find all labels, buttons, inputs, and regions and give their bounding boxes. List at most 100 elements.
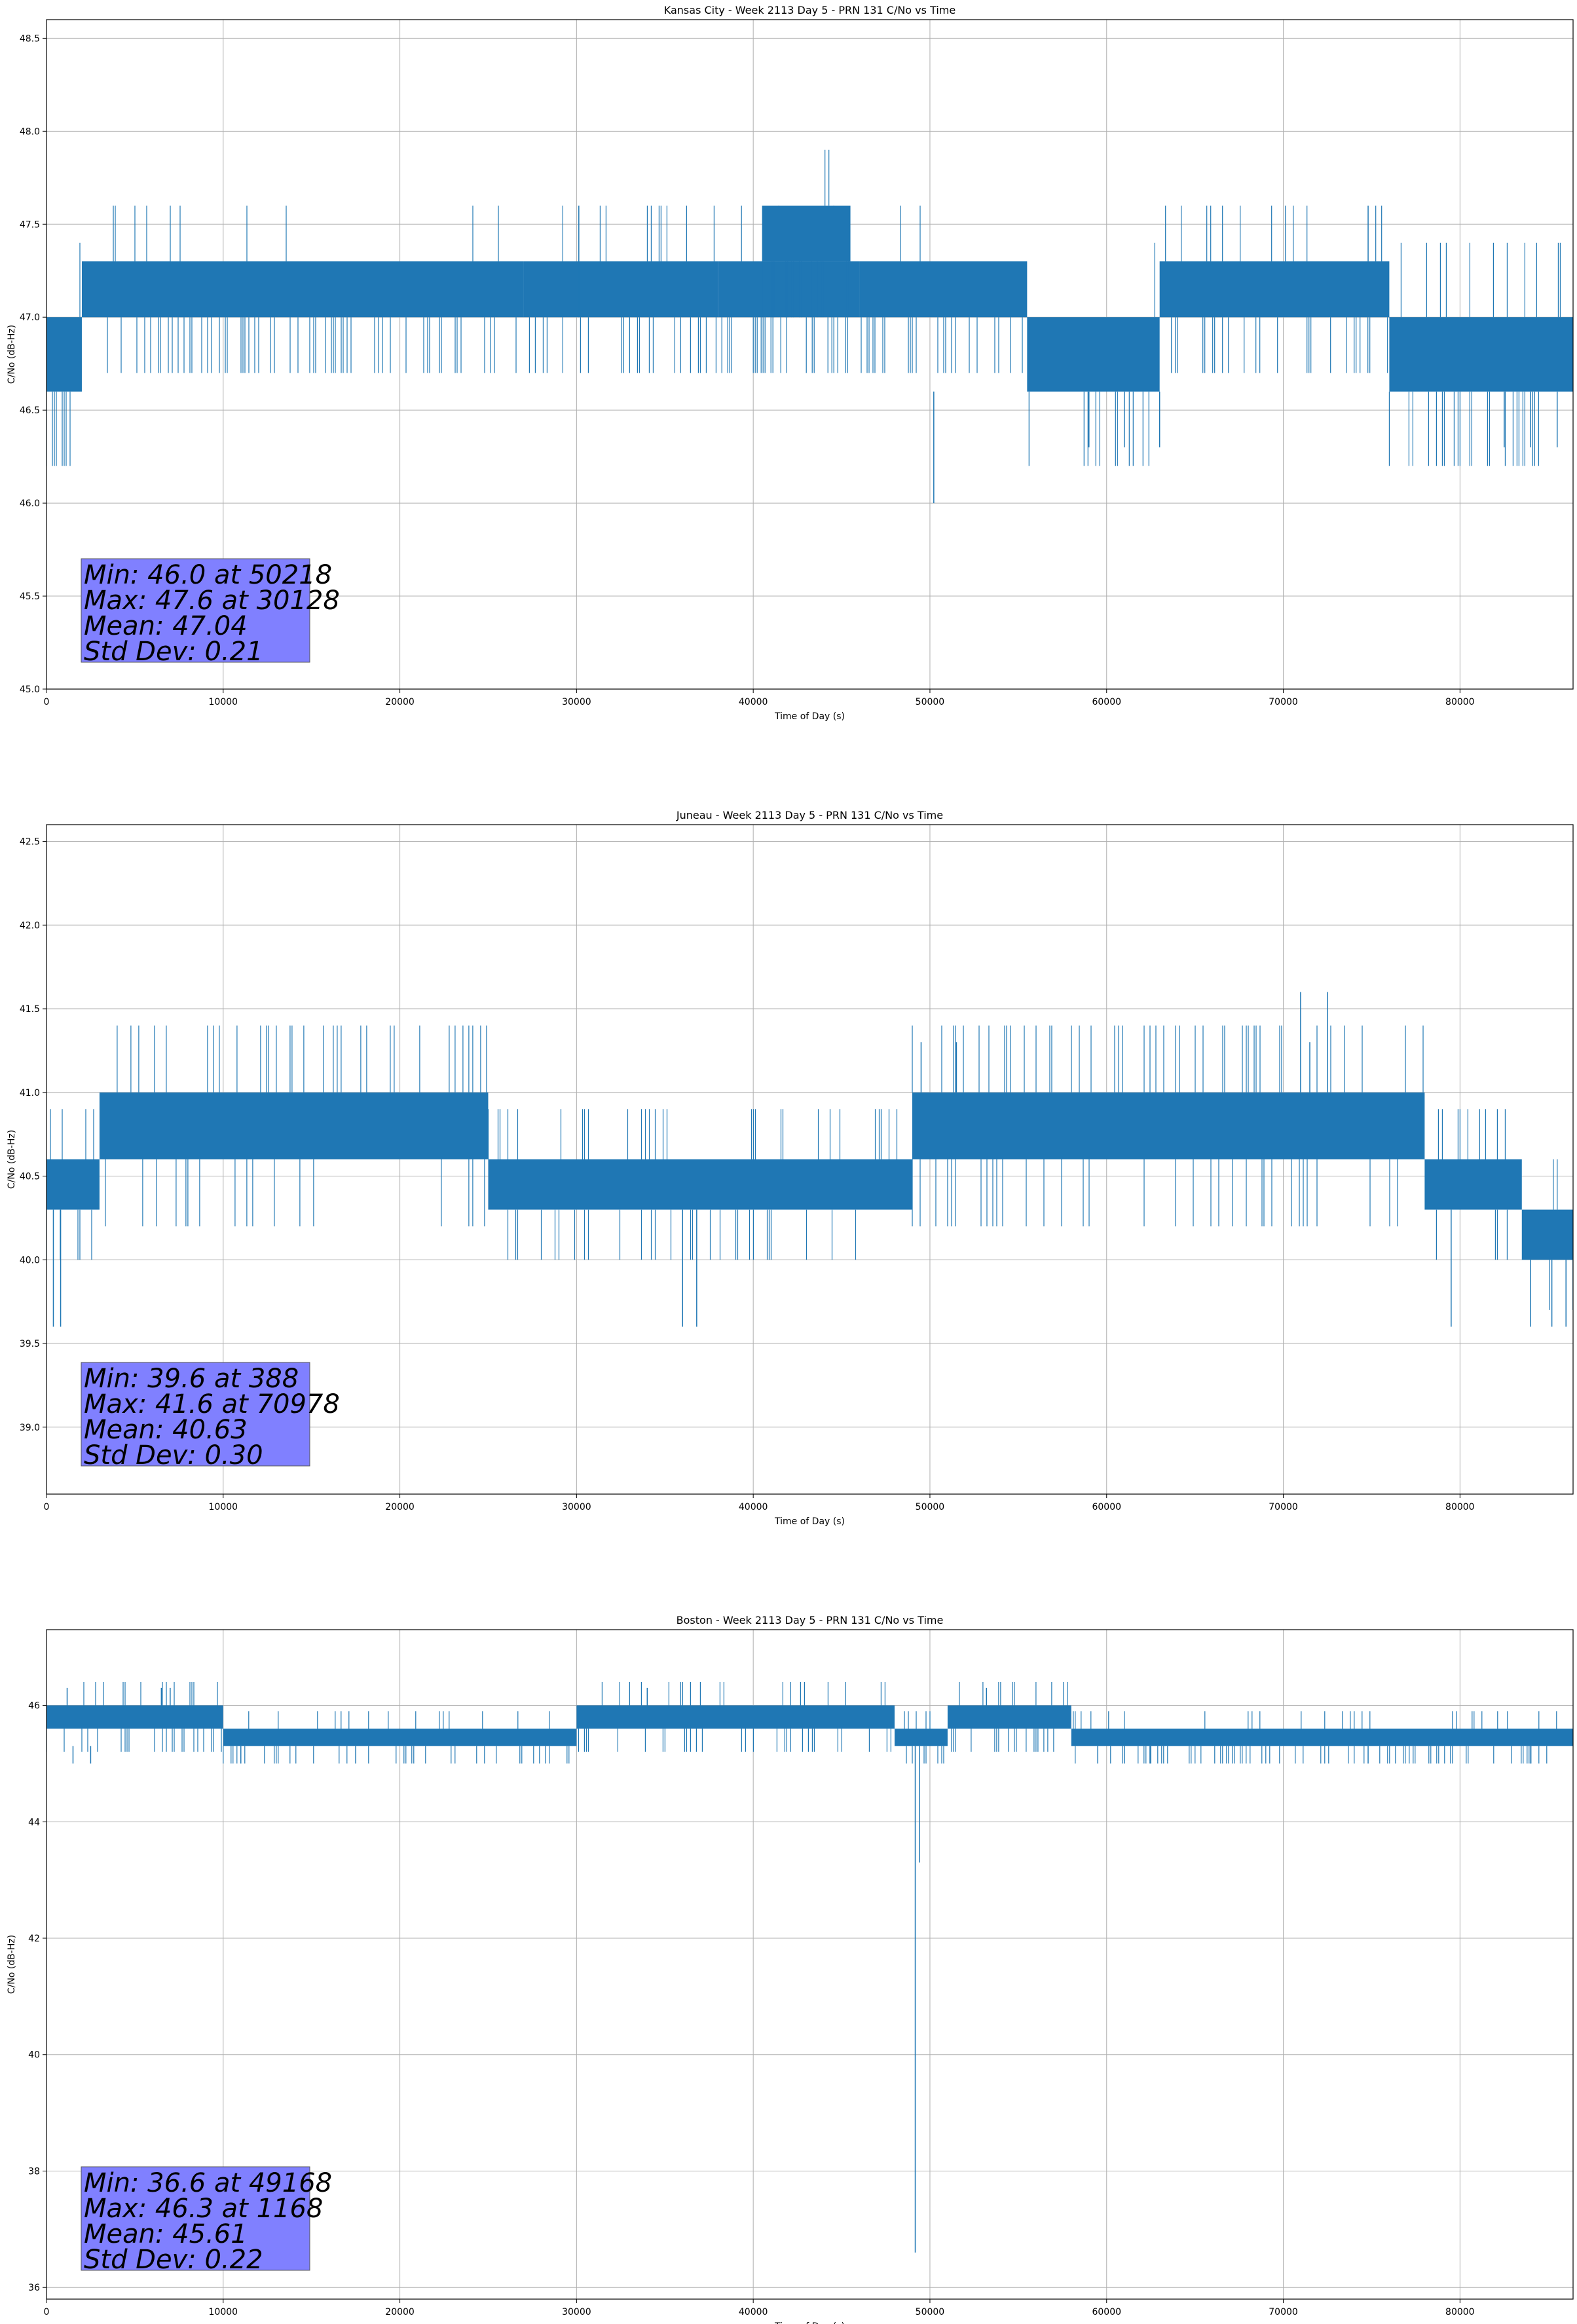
y-tick-label: 46.5 [20, 405, 40, 416]
stats-line-1: Min: 36.6 at 49168 [84, 2168, 332, 2198]
axes-frame [46, 19, 1574, 690]
series-flicker-5 [1436, 1109, 1508, 1260]
y-axis-label: C/No (dB-Hz) [7, 325, 17, 384]
series-flicker-1 [46, 1682, 222, 1752]
series-flicker-6 [861, 205, 1023, 373]
y-tick-label: 42 [28, 1934, 40, 1944]
series-band-6 [1071, 1729, 1573, 1746]
x-tick-label: 0 [44, 697, 50, 707]
y-tick-label: 48.0 [20, 126, 40, 137]
y-tick-label: 41.5 [20, 1004, 40, 1015]
series-band-1 [46, 1705, 223, 1729]
x-tick-label: 70000 [1269, 1502, 1298, 1512]
y-tick-label: 48.5 [20, 33, 40, 44]
y-tick-label: 42.0 [20, 920, 40, 931]
series-band-2 [223, 1729, 577, 1746]
x-tick-label: 70000 [1269, 697, 1298, 707]
x-tick-label: 40000 [739, 1502, 768, 1512]
series-flicker-6 [1549, 1159, 1573, 1310]
y-axis-label: C/No (dB-Hz) [7, 1935, 17, 1994]
chart-panel-2: 0 10000 20000 30000 40000 50000 60000 70000 8000… [7, 809, 1574, 1527]
y-tick-label: 47.5 [20, 219, 40, 230]
stats-line-2: Max: 41.6 at 70978 [84, 1389, 340, 1419]
stats-box [81, 558, 310, 663]
stats-line-1: Min: 46.0 at 50218 [84, 560, 332, 590]
series-band-6 [859, 261, 1028, 318]
x-tick-label: 10000 [209, 697, 238, 707]
x-tick-label: 30000 [562, 1502, 591, 1512]
stats-line-3: Mean: 45.61 [84, 2219, 248, 2249]
series-flicker-1 [46, 242, 81, 466]
x-tick-label: 10000 [209, 1502, 238, 1512]
y-tick-label: 38 [28, 2166, 40, 2177]
stats-box [81, 1362, 310, 1467]
x-tick-label: 60000 [1092, 697, 1121, 707]
stats-line-2: Max: 47.6 at 30128 [84, 586, 340, 616]
x-tick-label: 40000 [739, 697, 768, 707]
x-tick-label: 70000 [1269, 2307, 1298, 2317]
y-axis-label: C/No (dB-Hz) [7, 1130, 17, 1189]
series-band-4 [912, 1092, 1425, 1159]
series-band-8 [1159, 261, 1390, 318]
y-tick-label: 40 [28, 2050, 40, 2061]
series-flicker-5 [951, 1682, 1068, 1752]
series-band-5 [762, 205, 851, 262]
series-band-7 [1027, 317, 1160, 392]
x-tick-label: 20000 [385, 697, 415, 707]
series-flicker-5 [762, 149, 849, 318]
y-tick-label: 36 [28, 2283, 40, 2293]
x-tick-label: 10000 [209, 2307, 238, 2317]
x-tick-label: 80000 [1445, 1502, 1475, 1512]
series-band-5 [947, 1705, 1071, 1729]
x-tick-label: 60000 [1092, 2307, 1121, 2317]
x-tick-label: 30000 [562, 697, 591, 707]
series-flicker-7 [1028, 242, 1155, 466]
chart-panel-3: 0 10000 20000 30000 40000 50000 60000 70000 8000… [7, 1614, 1574, 2324]
series-flicker-4 [912, 1025, 1424, 1227]
axes-frame [46, 1629, 1574, 2300]
chart-panel-1: 0 10000 20000 30000 40000 50000 60000 70000 8000… [7, 4, 1574, 722]
x-tick-label: 60000 [1092, 1502, 1121, 1512]
series-flicker-2 [105, 1025, 487, 1227]
series-band-1 [46, 317, 82, 392]
series-flicker-4 [904, 1711, 944, 1764]
axes-frame [46, 824, 1574, 1495]
x-tick-label: 20000 [385, 1502, 415, 1512]
y-tick-label: 46 [28, 1701, 40, 1712]
x-tick-label: 0 [44, 2307, 50, 2317]
y-tick-label: 44 [28, 1817, 40, 1827]
x-tick-label: 50000 [916, 1502, 945, 1512]
data-trace [46, 992, 1573, 1327]
stats-line-1: Min: 39.6 at 388 [84, 1364, 299, 1394]
series-band-9 [1389, 317, 1573, 392]
series-band-2 [81, 261, 524, 318]
y-tick-label: 45.0 [20, 684, 40, 695]
y-tick-label: 42.5 [20, 837, 40, 848]
series-flicker-6 [1073, 1711, 1557, 1764]
x-tick-label: 20000 [385, 2307, 415, 2317]
x-tick-label: 50000 [916, 697, 945, 707]
series-band-3 [523, 261, 718, 318]
y-tick-label: 46.0 [20, 498, 40, 509]
data-trace [46, 149, 1573, 504]
series-flicker-9 [1388, 242, 1561, 466]
series-band-3 [576, 1705, 895, 1729]
series-band-6 [1521, 1209, 1573, 1260]
series-flicker-3 [487, 1109, 898, 1260]
x-axis-label: Time of Day (s) [774, 1516, 845, 1527]
y-tick-label: 47.0 [20, 312, 40, 323]
y-tick-label: 40.0 [20, 1255, 40, 1265]
stats-line-2: Max: 46.3 at 1168 [84, 2194, 323, 2224]
x-tick-label: 80000 [1445, 2307, 1475, 2317]
y-tick-label: 39.0 [20, 1423, 40, 1433]
stats-line-4: Std Dev: 0.30 [84, 1440, 263, 1471]
series-band-1 [46, 1159, 100, 1210]
series-band-2 [99, 1092, 489, 1159]
x-tick-label: 30000 [562, 2307, 591, 2317]
x-tick-label: 50000 [916, 2307, 945, 2317]
series-band-5 [1424, 1159, 1522, 1210]
series-band-3 [488, 1159, 912, 1210]
y-tick-label: 40.5 [20, 1172, 40, 1182]
stats-line-3: Mean: 47.04 [84, 611, 248, 641]
series-flicker-8 [1165, 205, 1388, 373]
